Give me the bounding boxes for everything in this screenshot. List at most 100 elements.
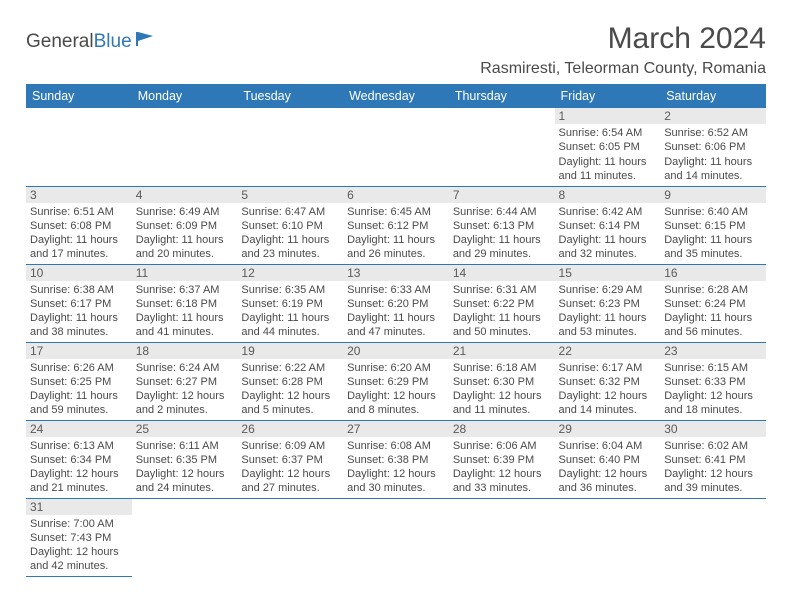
calendar-cell: 22Sunrise: 6:17 AMSunset: 6:32 PMDayligh… — [555, 342, 661, 420]
day-info: Sunrise: 6:09 AMSunset: 6:37 PMDaylight:… — [237, 437, 343, 497]
calendar-cell — [449, 108, 555, 186]
calendar-body: 1Sunrise: 6:54 AMSunset: 6:05 PMDaylight… — [26, 108, 766, 576]
day-number: 10 — [26, 265, 132, 281]
day-info: Sunrise: 6:24 AMSunset: 6:27 PMDaylight:… — [132, 359, 238, 419]
day-info: Sunrise: 6:06 AMSunset: 6:39 PMDaylight:… — [449, 437, 555, 497]
day-info: Sunrise: 6:18 AMSunset: 6:30 PMDaylight:… — [449, 359, 555, 419]
calendar-cell: 29Sunrise: 6:04 AMSunset: 6:40 PMDayligh… — [555, 420, 661, 498]
day-number: 11 — [132, 265, 238, 281]
calendar-cell: 27Sunrise: 6:08 AMSunset: 6:38 PMDayligh… — [343, 420, 449, 498]
calendar-cell — [26, 108, 132, 186]
calendar-cell: 14Sunrise: 6:31 AMSunset: 6:22 PMDayligh… — [449, 264, 555, 342]
calendar-cell: 16Sunrise: 6:28 AMSunset: 6:24 PMDayligh… — [660, 264, 766, 342]
day-number: 9 — [660, 187, 766, 203]
calendar-cell: 11Sunrise: 6:37 AMSunset: 6:18 PMDayligh… — [132, 264, 238, 342]
day-info: Sunrise: 6:13 AMSunset: 6:34 PMDaylight:… — [26, 437, 132, 497]
location: Rasmiresti, Teleorman County, Romania — [480, 60, 766, 78]
calendar-cell: 5Sunrise: 6:47 AMSunset: 6:10 PMDaylight… — [237, 186, 343, 264]
month-title: March 2024 — [480, 22, 766, 56]
weekday-header: Friday — [555, 84, 661, 108]
day-info: Sunrise: 7:00 AMSunset: 7:43 PMDaylight:… — [26, 515, 132, 575]
weekday-header: Sunday — [26, 84, 132, 108]
calendar-cell — [237, 498, 343, 576]
day-info: Sunrise: 6:35 AMSunset: 6:19 PMDaylight:… — [237, 281, 343, 341]
day-number: 23 — [660, 343, 766, 359]
weekday-header: Monday — [132, 84, 238, 108]
calendar-cell: 17Sunrise: 6:26 AMSunset: 6:25 PMDayligh… — [26, 342, 132, 420]
day-number: 27 — [343, 421, 449, 437]
day-number: 26 — [237, 421, 343, 437]
day-info: Sunrise: 6:04 AMSunset: 6:40 PMDaylight:… — [555, 437, 661, 497]
day-info: Sunrise: 6:22 AMSunset: 6:28 PMDaylight:… — [237, 359, 343, 419]
day-number: 18 — [132, 343, 238, 359]
brand-word1: General — [26, 31, 94, 53]
day-number: 30 — [660, 421, 766, 437]
day-info: Sunrise: 6:51 AMSunset: 6:08 PMDaylight:… — [26, 203, 132, 263]
day-number: 3 — [26, 187, 132, 203]
day-info: Sunrise: 6:42 AMSunset: 6:14 PMDaylight:… — [555, 203, 661, 263]
day-info: Sunrise: 6:52 AMSunset: 6:06 PMDaylight:… — [660, 124, 766, 184]
day-number: 7 — [449, 187, 555, 203]
day-info: Sunrise: 6:11 AMSunset: 6:35 PMDaylight:… — [132, 437, 238, 497]
day-info: Sunrise: 6:15 AMSunset: 6:33 PMDaylight:… — [660, 359, 766, 419]
calendar-table: SundayMondayTuesdayWednesdayThursdayFrid… — [26, 84, 766, 577]
day-info: Sunrise: 6:08 AMSunset: 6:38 PMDaylight:… — [343, 437, 449, 497]
calendar-cell: 25Sunrise: 6:11 AMSunset: 6:35 PMDayligh… — [132, 420, 238, 498]
calendar-cell: 26Sunrise: 6:09 AMSunset: 6:37 PMDayligh… — [237, 420, 343, 498]
day-number: 2 — [660, 108, 766, 124]
day-number: 20 — [343, 343, 449, 359]
day-info: Sunrise: 6:38 AMSunset: 6:17 PMDaylight:… — [26, 281, 132, 341]
day-info: Sunrise: 6:47 AMSunset: 6:10 PMDaylight:… — [237, 203, 343, 263]
day-info: Sunrise: 6:28 AMSunset: 6:24 PMDaylight:… — [660, 281, 766, 341]
header: GeneralBlue March 2024 Rasmiresti, Teleo… — [26, 22, 766, 78]
day-info: Sunrise: 6:49 AMSunset: 6:09 PMDaylight:… — [132, 203, 238, 263]
brand-logo: GeneralBlue — [26, 22, 157, 54]
day-number: 1 — [555, 108, 661, 124]
calendar-cell — [132, 108, 238, 186]
calendar-cell: 4Sunrise: 6:49 AMSunset: 6:09 PMDaylight… — [132, 186, 238, 264]
calendar-cell — [449, 498, 555, 576]
day-info: Sunrise: 6:40 AMSunset: 6:15 PMDaylight:… — [660, 203, 766, 263]
calendar-cell: 24Sunrise: 6:13 AMSunset: 6:34 PMDayligh… — [26, 420, 132, 498]
day-info: Sunrise: 6:20 AMSunset: 6:29 PMDaylight:… — [343, 359, 449, 419]
day-info: Sunrise: 6:17 AMSunset: 6:32 PMDaylight:… — [555, 359, 661, 419]
day-info: Sunrise: 6:44 AMSunset: 6:13 PMDaylight:… — [449, 203, 555, 263]
calendar-cell — [660, 498, 766, 576]
day-info: Sunrise: 6:45 AMSunset: 6:12 PMDaylight:… — [343, 203, 449, 263]
weekday-header: Tuesday — [237, 84, 343, 108]
day-number: 25 — [132, 421, 238, 437]
day-info: Sunrise: 6:37 AMSunset: 6:18 PMDaylight:… — [132, 281, 238, 341]
calendar-cell — [237, 108, 343, 186]
day-number: 12 — [237, 265, 343, 281]
calendar-cell — [555, 498, 661, 576]
flag-icon — [135, 30, 157, 48]
brand-word2: Blue — [94, 31, 132, 53]
title-block: March 2024 Rasmiresti, Teleorman County,… — [480, 22, 766, 78]
day-number: 19 — [237, 343, 343, 359]
day-number: 16 — [660, 265, 766, 281]
calendar-cell: 12Sunrise: 6:35 AMSunset: 6:19 PMDayligh… — [237, 264, 343, 342]
calendar-cell: 6Sunrise: 6:45 AMSunset: 6:12 PMDaylight… — [343, 186, 449, 264]
calendar-cell: 31Sunrise: 7:00 AMSunset: 7:43 PMDayligh… — [26, 498, 132, 576]
calendar-cell: 3Sunrise: 6:51 AMSunset: 6:08 PMDaylight… — [26, 186, 132, 264]
calendar-cell: 13Sunrise: 6:33 AMSunset: 6:20 PMDayligh… — [343, 264, 449, 342]
day-number: 15 — [555, 265, 661, 281]
day-number: 31 — [26, 499, 132, 515]
calendar-cell — [343, 498, 449, 576]
weekday-header: Thursday — [449, 84, 555, 108]
day-number: 5 — [237, 187, 343, 203]
day-number: 13 — [343, 265, 449, 281]
calendar-cell: 23Sunrise: 6:15 AMSunset: 6:33 PMDayligh… — [660, 342, 766, 420]
day-number: 24 — [26, 421, 132, 437]
day-info: Sunrise: 6:31 AMSunset: 6:22 PMDaylight:… — [449, 281, 555, 341]
calendar-cell: 9Sunrise: 6:40 AMSunset: 6:15 PMDaylight… — [660, 186, 766, 264]
day-info: Sunrise: 6:02 AMSunset: 6:41 PMDaylight:… — [660, 437, 766, 497]
calendar-cell — [132, 498, 238, 576]
calendar-cell: 15Sunrise: 6:29 AMSunset: 6:23 PMDayligh… — [555, 264, 661, 342]
calendar-cell: 19Sunrise: 6:22 AMSunset: 6:28 PMDayligh… — [237, 342, 343, 420]
day-number: 29 — [555, 421, 661, 437]
calendar-cell: 10Sunrise: 6:38 AMSunset: 6:17 PMDayligh… — [26, 264, 132, 342]
calendar-cell: 1Sunrise: 6:54 AMSunset: 6:05 PMDaylight… — [555, 108, 661, 186]
calendar-cell: 20Sunrise: 6:20 AMSunset: 6:29 PMDayligh… — [343, 342, 449, 420]
calendar-cell: 8Sunrise: 6:42 AMSunset: 6:14 PMDaylight… — [555, 186, 661, 264]
